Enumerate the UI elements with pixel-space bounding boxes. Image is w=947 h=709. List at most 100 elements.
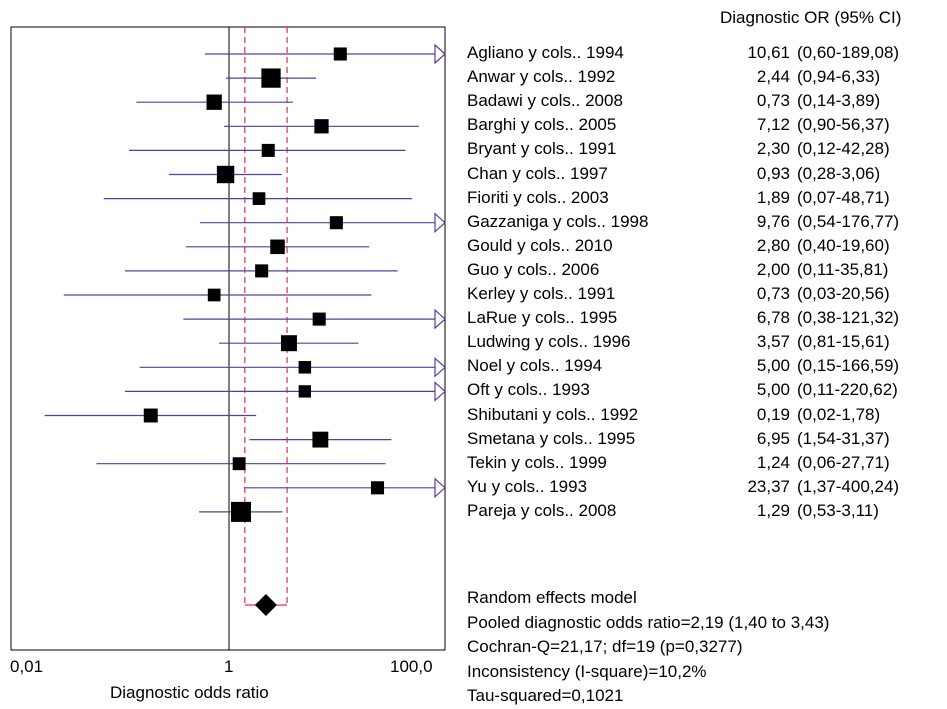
study-ci-text: (0,54-176,77)	[797, 211, 900, 231]
summary-inconsistency: Inconsistency (I-square)=10,2%	[467, 661, 707, 681]
study-marker	[230, 501, 251, 522]
study-marker	[261, 143, 275, 157]
x-axis-label: Diagnostic odds ratio	[110, 683, 269, 702]
study-or-value: 1,89	[756, 187, 790, 207]
study-ci-text: (0,40-19,60)	[797, 235, 890, 255]
study-markers	[44, 43, 446, 522]
study-marker	[298, 361, 312, 374]
study-label: Agliano y cols.. 1994	[467, 43, 624, 62]
study-ci-text: (1,37-400,24)	[797, 476, 900, 496]
study-ci-text: (0,11-220,62)	[797, 380, 898, 400]
summary-pooled: Pooled diagnostic odds ratio=2,19 (1,40 …	[467, 612, 830, 632]
study-or-value: 0,19	[756, 404, 790, 424]
study-ci-text: (0,94-6,33)	[797, 67, 881, 87]
study-or-value: 7,12	[756, 115, 790, 135]
study-ci-text: (0,12-42,28)	[797, 139, 890, 159]
study-label: Guo y cols.. 2006	[467, 259, 600, 279]
study-ci-text: (0,28-3,06)	[797, 163, 881, 183]
study-marker	[232, 457, 246, 471]
study-label: Anwar y cols.. 1992	[467, 67, 616, 87]
study-ci-text: (0,03-20,56)	[797, 284, 890, 303]
study-ci-text: (0,07-48,71)	[797, 187, 890, 207]
study-or-value: 10,61	[747, 43, 790, 62]
study-or-value: 3,57	[756, 332, 790, 352]
study-ci-text: (0,14-3,89)	[797, 91, 881, 111]
x-tick-label-one: 1	[224, 657, 234, 676]
study-label: Shibutani y cols.. 1992	[467, 404, 639, 424]
study-label: Smetana y cols.. 1995	[467, 428, 636, 448]
study-marker	[333, 47, 347, 61]
column-header: Diagnostic OR (95% CI)	[720, 8, 902, 27]
x-tick-label-max: 100,0	[390, 657, 433, 676]
study-marker	[370, 481, 385, 495]
study-ci-arrow	[434, 308, 446, 330]
summary-block: Random effects model Pooled diagnostic o…	[467, 586, 829, 709]
study-or-value: 6,95	[756, 428, 790, 448]
study-label: Oft y cols.. 1993	[467, 380, 590, 400]
study-label: Gould y cols.. 2010	[467, 235, 613, 255]
study-marker	[206, 94, 222, 110]
study-label: Badawi y cols.. 2008	[467, 91, 623, 111]
study-marker	[261, 68, 281, 88]
study-or-value: 2,30	[756, 139, 790, 159]
study-or-value: 2,00	[756, 259, 790, 279]
study-marker	[255, 264, 269, 278]
study-ci-text: (0,81-15,61)	[797, 332, 890, 352]
study-marker	[252, 192, 266, 205]
study-marker	[314, 119, 329, 134]
study-ci-text: (0,15-166,59)	[797, 356, 900, 376]
study-ci-text: (0,06-27,71)	[797, 452, 890, 472]
x-tick-label-min: 0,01	[10, 657, 44, 676]
study-marker	[270, 239, 285, 255]
study-marker	[143, 408, 158, 423]
summary-model: Random effects model	[467, 588, 637, 607]
study-label: Pareja y cols.. 2008	[467, 500, 617, 520]
study-or-value: 6,78	[756, 308, 790, 328]
study-ci-arrow	[434, 212, 446, 234]
study-label: Barghi y cols.. 2005	[467, 115, 617, 135]
study-marker	[312, 312, 326, 326]
study-marker	[207, 288, 221, 302]
study-or-value: 2,80	[756, 235, 790, 255]
study-label: Fioriti y cols.. 2003	[467, 187, 609, 207]
study-or-value: 1,24	[756, 452, 790, 472]
study-or-value: 9,76	[756, 211, 790, 231]
pooled-ci-bounds	[244, 27, 288, 606]
study-or-value: 23,37	[747, 476, 790, 496]
study-or-value: 2,44	[756, 67, 790, 87]
study-marker	[312, 431, 329, 448]
study-ci-text: (0,90-56,37)	[797, 115, 890, 135]
study-label: Bryant y cols.. 1991	[467, 139, 617, 159]
study-marker	[329, 216, 343, 230]
study-marker	[216, 165, 235, 184]
study-or-value: 5,00	[756, 356, 790, 376]
study-marker	[298, 385, 312, 398]
study-or-value: 5,00	[756, 380, 790, 400]
study-label: LaRue y cols.. 1995	[467, 308, 618, 328]
study-ci-arrow	[434, 43, 446, 65]
study-ci-text: (0,11-35,81)	[797, 259, 889, 279]
plot-frame	[10, 26, 446, 651]
study-marker	[280, 335, 297, 352]
summary-tau: Tau-squared=0,1021	[467, 686, 624, 705]
study-or-value: 0,73	[756, 91, 790, 111]
study-ci-text: (0,38-121,32)	[797, 308, 900, 328]
pooled-diamond	[254, 594, 277, 616]
study-label: Tekin y cols.. 1999	[467, 452, 607, 472]
study-label: Gazzaniga y cols.. 1998	[467, 211, 649, 231]
study-ci-text: (0,02-1,78)	[797, 404, 881, 424]
study-label: Ludwing y cols.. 1996	[467, 332, 631, 352]
study-ci-text: (1,54-31,37)	[797, 428, 890, 448]
study-ci-text: (0,60-189,08)	[797, 43, 900, 62]
study-label: Noel y cols.. 1994	[467, 356, 603, 376]
study-ci-arrow	[434, 381, 446, 402]
study-label: Kerley y cols.. 1991	[467, 284, 616, 303]
study-label: Chan y cols.. 1997	[467, 163, 608, 183]
study-label: Yu y cols.. 1993	[467, 476, 588, 496]
study-ci-arrow	[434, 356, 446, 378]
study-or-value: 0,93	[756, 163, 790, 183]
study-ci-text: (0,53-3,11)	[797, 500, 879, 520]
pooled-estimate	[254, 594, 277, 616]
summary-cochran: Cochran-Q=21,17; df=19 (p=0,3277)	[467, 637, 743, 656]
